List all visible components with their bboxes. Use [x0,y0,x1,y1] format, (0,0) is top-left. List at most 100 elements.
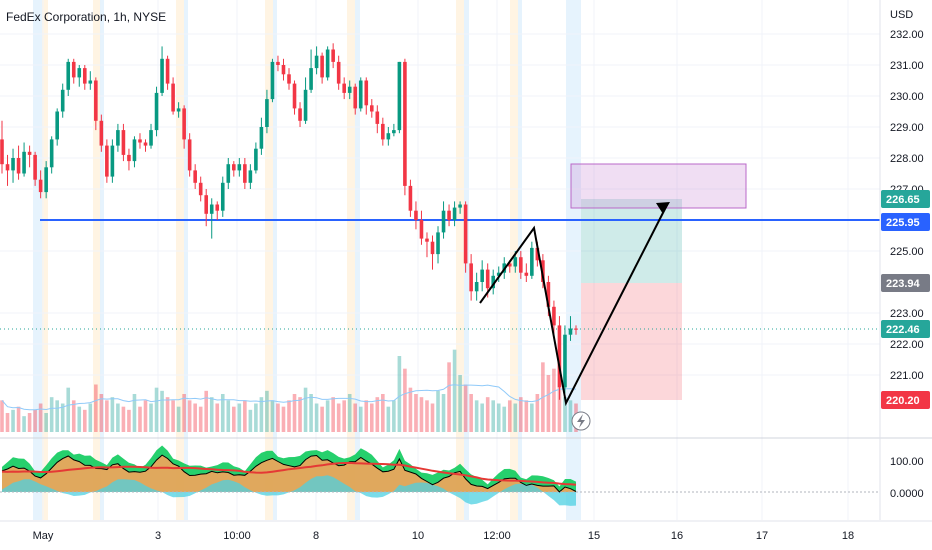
loss-zone[interactable] [581,283,682,400]
candle-body [182,108,186,140]
session-band [265,0,273,520]
volume-bar [60,403,65,432]
volume-bar [66,387,71,432]
volume-bar [22,416,26,432]
time-tick-label: 15 [588,530,600,542]
candle-body [552,306,556,326]
candle-body [44,167,48,193]
candle-body [71,61,76,78]
candle-body [55,111,59,140]
target-box[interactable] [570,163,747,209]
volume-bar [513,403,518,432]
candle-body [171,83,175,112]
candle-body [397,61,402,131]
candle-body [530,247,534,276]
grid-lines [0,0,880,520]
candle-body [358,80,363,109]
price-tag-label: 225.95 [886,217,920,229]
candle-body [375,111,380,124]
volume-bar [314,403,319,432]
volume-bar [303,387,308,432]
price-tag-label: 223.94 [886,278,921,290]
volume-bar [209,397,214,432]
volume-bar [154,387,159,432]
volume-bar [110,397,115,432]
candle-body [347,86,352,93]
volume-bar [176,406,181,432]
candle-body [16,158,21,174]
volume-ma-line [1,384,577,411]
candle-body [303,89,308,121]
volume-bar [248,409,253,432]
session-band [347,0,355,520]
candle-body [143,142,148,146]
volume-bar [143,400,148,432]
candle-body [116,130,120,146]
time-tick-label: 10 [412,530,424,542]
price-tag-bg [881,190,930,208]
price-tag-bg [881,274,930,292]
volume-bar [519,397,523,432]
candle-body [381,123,385,140]
time-tick-label: 18 [842,530,854,542]
candle-body [77,68,82,78]
candle-body [425,238,429,242]
candle-body [325,49,330,78]
candle-body [496,272,501,276]
volume-bar [127,409,131,432]
session-band [100,0,104,520]
volume-bar [11,409,15,432]
volume-bar [364,400,369,432]
price-tag-bg [881,320,930,338]
time-tick-label: 17 [756,530,768,542]
volume-bar [452,349,457,432]
candle-body [198,182,203,196]
candle-body [458,204,462,208]
session-band [273,0,277,520]
candle-body [105,145,109,177]
candle-body [99,120,104,146]
candle-body [11,158,15,171]
price-tag-bg [881,213,930,231]
volume-bar [226,400,231,432]
volume-bar [287,400,291,432]
volume-bar [441,394,446,432]
price-tag-label: 222.46 [886,324,920,336]
candle-body [193,170,197,183]
volume-bar [38,403,43,432]
candle-body [60,89,65,112]
volume-bar [182,394,186,432]
volume-bar [474,400,479,432]
candle-body [110,145,115,177]
candle-body [452,207,457,220]
session-band [355,0,360,520]
lightning-icon[interactable] [571,411,591,431]
volume-bar [568,400,573,432]
volume-bar [392,400,396,432]
candle-body [403,61,407,186]
indicator-axis-ticks: 100.00 0.0000 [890,456,924,500]
volume-bar [353,403,358,432]
time-tick-label: 16 [671,530,683,542]
projection-path[interactable] [479,202,669,407]
candle-body [232,164,236,171]
volume-bar [403,368,407,432]
candle-body [441,210,446,233]
price-tick-label: 222.00 [890,339,924,351]
volume-bar [469,394,473,432]
price-axis-ticks: 232.00231.00230.00229.00228.00227.00225.… [890,29,924,382]
indicator-cyan-area [2,475,576,506]
volume-bar [419,397,424,432]
volume-bar [336,403,341,432]
candle-body [270,61,275,100]
session-band [42,0,48,520]
candle-body [447,210,451,220]
volume-bar [369,403,374,432]
volume-bar [82,409,87,432]
volume-bar [121,406,126,432]
volume-bar [496,403,501,432]
indicator-pane [0,445,880,506]
candle-body [138,139,142,143]
profit-zone[interactable] [581,199,682,283]
